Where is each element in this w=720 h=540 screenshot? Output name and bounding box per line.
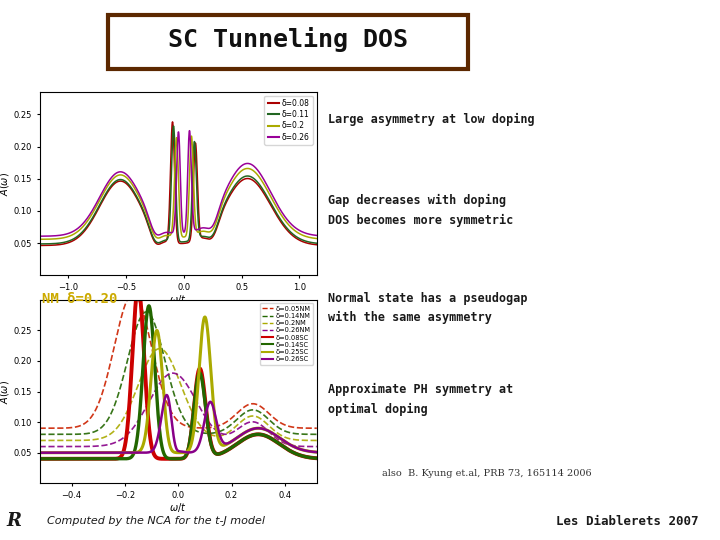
Text: Large asymmetry at low doping: Large asymmetry at low doping: [328, 113, 534, 126]
Text: R: R: [7, 512, 22, 530]
FancyBboxPatch shape: [108, 15, 468, 69]
Text: also  B. Kyung et.al, PRB 73, 165114 2006: also B. Kyung et.al, PRB 73, 165114 2006: [382, 469, 591, 478]
Text: Gap decreases with doping
DOS becomes more symmetric: Gap decreases with doping DOS becomes mo…: [328, 194, 513, 227]
Text: SC Tunneling DOS: SC Tunneling DOS: [168, 27, 408, 52]
Text: NM δ=0.20: NM δ=0.20: [42, 292, 117, 306]
Y-axis label: $A(\omega)$: $A(\omega)$: [0, 380, 11, 403]
Text: Les Diablerets 2007: Les Diablerets 2007: [556, 515, 698, 528]
Legend: δ=0.05NM, δ=0.14NM, δ=0.2NM, δ=0.26NM, δ=0.08SC, δ=0.14SC, δ=0.25SC, δ=0.26SC: δ=0.05NM, δ=0.14NM, δ=0.2NM, δ=0.26NM, δ…: [260, 303, 313, 365]
X-axis label: $\omega/t$: $\omega/t$: [169, 293, 187, 306]
Text: Approximate PH symmetry at
optimal doping: Approximate PH symmetry at optimal dopin…: [328, 383, 513, 416]
X-axis label: $\omega/t$: $\omega/t$: [169, 501, 187, 514]
Y-axis label: $A(\omega)$: $A(\omega)$: [0, 172, 11, 195]
Text: Computed by the NCA for the t-J model: Computed by the NCA for the t-J model: [47, 516, 265, 526]
Legend: δ=0.08, δ=0.11, δ=0.2, δ=0.26: δ=0.08, δ=0.11, δ=0.2, δ=0.26: [264, 96, 313, 145]
Text: Normal state has a pseudogap
with the same asymmetry: Normal state has a pseudogap with the sa…: [328, 292, 527, 324]
